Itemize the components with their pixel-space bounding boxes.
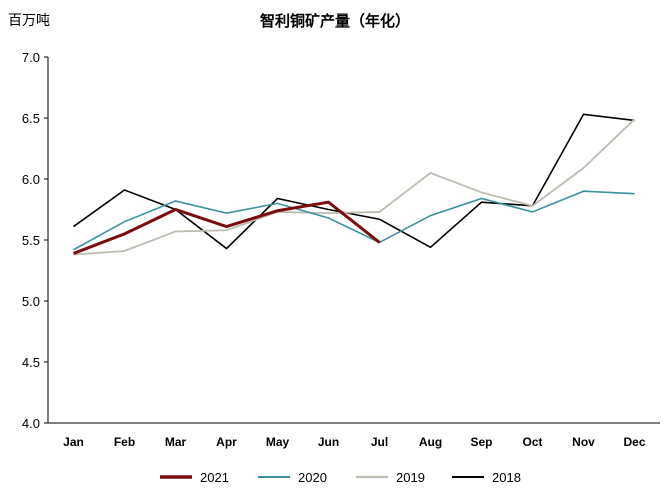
y-tick-label: 6.5 [22, 111, 40, 126]
x-tick-label: Jul [371, 435, 388, 449]
y-tick-label: 7.0 [22, 50, 40, 65]
x-tick-label: Feb [114, 435, 135, 449]
y-tick-label: 5.0 [22, 294, 40, 309]
series-line-2020 [73, 190, 635, 251]
x-tick-label: Sep [470, 435, 492, 449]
legend-label: 2021 [200, 470, 229, 485]
x-tick-label: Dec [623, 435, 645, 449]
x-tick-label: Apr [216, 435, 237, 449]
x-tick-label: Jun [318, 435, 339, 449]
legend-label: 2019 [396, 470, 425, 485]
y-tick-label: 4.0 [22, 416, 40, 431]
legend-label: 2018 [492, 470, 521, 485]
unit-label: 百万吨 [8, 13, 50, 29]
y-tick-label: 4.5 [22, 355, 40, 370]
x-tick-label: Oct [522, 435, 542, 449]
y-tick-label: 5.5 [22, 233, 40, 248]
x-tick-label: Nov [572, 435, 595, 449]
x-tick-label: Aug [419, 435, 442, 449]
series-line-2018 [73, 113, 635, 250]
legend-label: 2020 [298, 470, 327, 485]
x-tick-label: Jan [63, 435, 84, 449]
chart-title: 智利铜矿产量（年化） [259, 12, 410, 30]
x-tick-label: May [266, 435, 290, 449]
series-line-2019 [73, 118, 636, 256]
series-line-2021 [72, 200, 381, 255]
x-tick-label: Mar [165, 435, 187, 449]
y-tick-label: 6.0 [22, 172, 40, 187]
